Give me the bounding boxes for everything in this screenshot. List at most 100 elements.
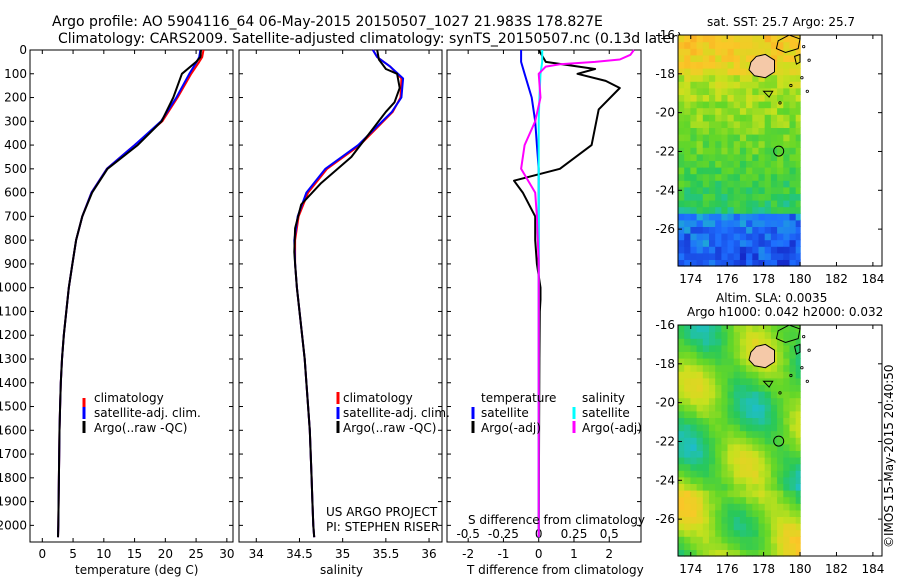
- heatmap-cell: [727, 377, 735, 385]
- heatmap-cell: [789, 536, 797, 544]
- heatmap-cell: [696, 470, 704, 478]
- heatmap-cell: [770, 549, 778, 557]
- heatmap-cell: [727, 94, 735, 102]
- heatmap-cell: [783, 200, 791, 208]
- heatmap-cell: [739, 101, 747, 109]
- heatmap-cell: [783, 180, 791, 188]
- heatmap-cell: [746, 219, 753, 227]
- heatmap-cell: [727, 457, 735, 465]
- heatmap-cell: [715, 417, 722, 425]
- heatmap-cell: [752, 74, 760, 82]
- heatmap-cell: [752, 377, 760, 385]
- heatmap-cell: [702, 483, 710, 491]
- lat-tick-label: -26: [655, 222, 675, 236]
- heatmap-cell: [770, 325, 778, 333]
- heatmap-cell: [696, 384, 704, 392]
- heatmap-cell: [715, 200, 722, 208]
- heatmap-cell: [715, 351, 722, 359]
- heatmap-cell: [777, 259, 784, 267]
- heatmap-cell: [702, 74, 710, 82]
- heatmap-cell: [739, 410, 747, 418]
- heatmap-cell: [770, 463, 778, 471]
- heatmap-cell: [709, 338, 716, 346]
- heatmap-cell: [783, 107, 791, 115]
- heatmap-cell: [684, 120, 691, 128]
- heatmap-cell: [715, 549, 722, 557]
- heatmap-cell: [709, 490, 716, 498]
- x-tick-label: 34.5: [286, 547, 313, 561]
- heatmap-cell: [696, 147, 704, 155]
- depth-tick-label: 700: [4, 209, 27, 223]
- lon-tick-label: 176: [716, 562, 739, 576]
- heatmap-cell: [752, 200, 760, 208]
- heatmap-cell: [709, 246, 716, 254]
- small-island: [802, 44, 806, 49]
- heatmap-cell: [758, 523, 766, 531]
- difference-s-xlabel: S difference from climatology: [468, 513, 645, 527]
- heatmap-cell: [696, 74, 704, 82]
- heatmap-cell: [727, 397, 735, 405]
- heatmap-cell: [696, 443, 704, 451]
- heatmap-cell: [783, 153, 791, 161]
- heatmap-cell: [752, 509, 760, 517]
- heatmap-cell: [764, 529, 772, 537]
- heatmap-cell: [684, 457, 691, 465]
- heatmap-cell: [678, 200, 685, 208]
- heatmap-cell: [752, 153, 760, 161]
- heatmap-cell: [764, 397, 772, 405]
- heatmap-cell: [721, 61, 729, 69]
- small-island: [802, 334, 806, 339]
- heatmap-cell: [684, 101, 691, 109]
- heatmap-cell: [678, 463, 685, 471]
- heatmap-cell: [733, 437, 741, 445]
- heatmap-cell: [752, 450, 760, 458]
- heatmap-cell: [746, 338, 753, 346]
- heatmap-cell: [721, 463, 729, 471]
- lat-tick-label: -18: [655, 357, 675, 371]
- heatmap-cell: [684, 226, 691, 234]
- heatmap-cell: [721, 54, 729, 62]
- heatmap-cell: [764, 476, 772, 484]
- heatmap-cell: [690, 496, 698, 504]
- heatmap-cell: [752, 503, 760, 511]
- heatmap-cell: [758, 252, 766, 260]
- heatmap-cell: [770, 490, 778, 498]
- heatmap-cell: [696, 107, 704, 115]
- heatmap-cell: [746, 233, 753, 241]
- heatmap-cell: [702, 160, 710, 168]
- heatmap-cell: [777, 35, 784, 43]
- heatmap-cell: [764, 371, 772, 379]
- heatmap-cell: [764, 114, 772, 122]
- heatmap-cell: [690, 68, 698, 76]
- heatmap-cell: [733, 246, 741, 254]
- heatmap-cell: [746, 424, 753, 432]
- heatmap-cell: [709, 384, 716, 392]
- heatmap-cell: [770, 331, 778, 339]
- heatmap-cell: [789, 371, 797, 379]
- heatmap-cell: [783, 134, 791, 142]
- difference-legend: temperature salinity satellite Argo(-adj…: [471, 391, 642, 435]
- heatmap-cell: [746, 213, 753, 221]
- heatmap-cell: [789, 246, 797, 254]
- heatmap-cell: [746, 410, 753, 418]
- heatmap-cell: [733, 542, 741, 550]
- heatmap-cell: [783, 450, 791, 458]
- heatmap-cell: [764, 134, 772, 142]
- heatmap-cell: [721, 542, 729, 550]
- depth-tick-label: 1900: [0, 495, 27, 509]
- heatmap-cell: [795, 206, 801, 214]
- heatmap-cell: [746, 516, 753, 524]
- heatmap-cell: [764, 417, 772, 425]
- heatmap-cell: [770, 377, 778, 385]
- heatmap-cell: [684, 140, 691, 148]
- heatmap-cell: [758, 338, 766, 346]
- heatmap-cell: [789, 68, 797, 76]
- heatmap-cell: [678, 430, 685, 438]
- heatmap-cell: [777, 74, 784, 82]
- heatmap-cell: [709, 48, 716, 56]
- heatmap-cell: [783, 213, 791, 221]
- heatmap-cell: [777, 377, 784, 385]
- heatmap-cell: [715, 424, 722, 432]
- heatmap-cell: [684, 54, 691, 62]
- x-tick-label: 0: [535, 547, 543, 561]
